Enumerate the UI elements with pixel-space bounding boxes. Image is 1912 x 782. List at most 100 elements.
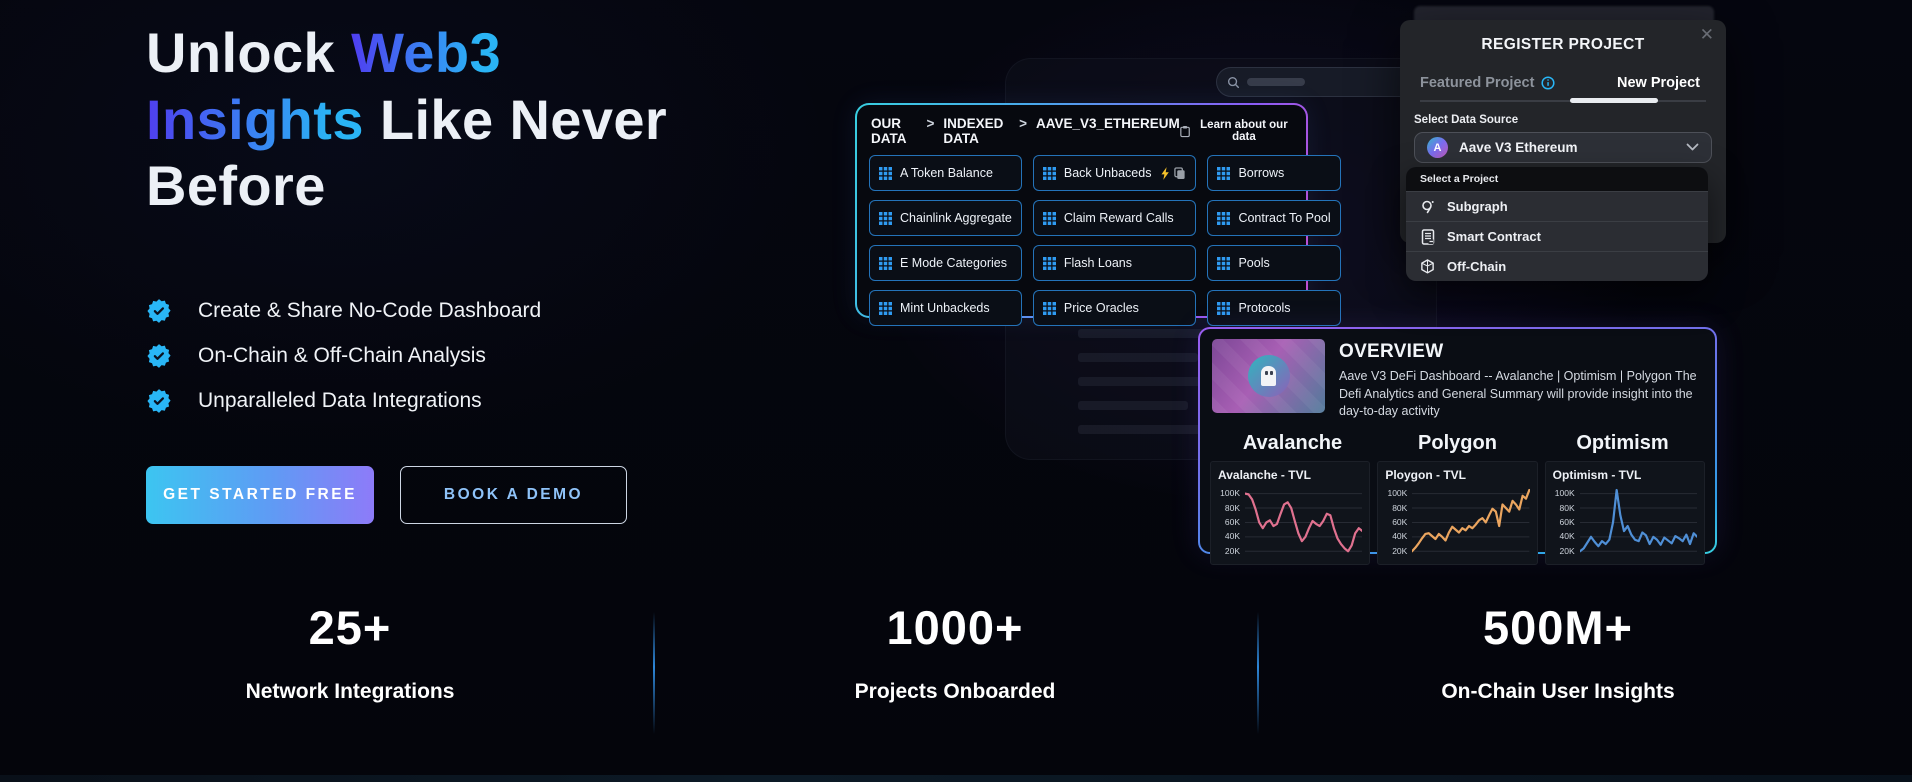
- blurred-table-rows: [1078, 329, 1228, 434]
- breadcrumb-indexed-data[interactable]: INDEXED DATA: [943, 116, 1004, 146]
- tile-label: Mint Unbackeds: [900, 301, 990, 315]
- dataset-tile-claim-reward-calls[interactable]: Claim Reward Calls: [1032, 200, 1197, 236]
- avalanche-tvl-chart: Avalanche - TVL 100K 80K 60K 40K 20K: [1210, 460, 1371, 565]
- page-title: Unlock Web3 Insights Like Never Before: [146, 20, 786, 220]
- grid-icon: [1217, 211, 1231, 225]
- aave-ghost-logo: [1247, 355, 1290, 397]
- tile-label: Chainlink Aggregate: [900, 211, 1012, 225]
- close-icon[interactable]: ✕: [1699, 25, 1714, 44]
- tile-label: Claim Reward Calls: [1063, 211, 1174, 225]
- tab-divider: [1420, 98, 1706, 103]
- dataset-tile-contract-to-pool[interactable]: Contract To Pool: [1207, 200, 1341, 236]
- option-subgraph[interactable]: Subgraph: [1406, 191, 1708, 221]
- grid-icon: [879, 166, 892, 180]
- aave-token-icon: A: [1427, 137, 1448, 158]
- dropdown-header: Select a Project: [1406, 167, 1708, 191]
- line-plot: [1412, 485, 1529, 557]
- graph-icon: [1419, 199, 1436, 215]
- search-input[interactable]: [1216, 67, 1430, 97]
- option-label: Smart Contract: [1447, 229, 1541, 244]
- tile-label: Borrows: [1238, 166, 1285, 180]
- tab-featured-project[interactable]: Featured Project: [1420, 75, 1555, 91]
- bottom-accent-strip: [0, 775, 1912, 782]
- line-plot: [1245, 485, 1362, 557]
- verified-check-icon: [147, 388, 171, 413]
- stat-value: 500M+: [1482, 601, 1634, 654]
- chain-headers: Avalanche Polygon Optimism: [1200, 425, 1715, 461]
- verified-check-icon: [147, 298, 171, 323]
- chart-title: Avalanche - TVL: [1218, 467, 1311, 482]
- feature-item: Create & Share No-Code Dashboard: [146, 288, 541, 333]
- tab-featured-label: Featured Project: [1420, 75, 1535, 91]
- data-source-value: Aave V3 Ethereum: [1459, 140, 1578, 155]
- overview-project-card[interactable]: OVERVIEW Aave V3 DeFi Dashboard -- Avala…: [1198, 327, 1717, 565]
- modal-tabs: Featured Project New Project: [1420, 75, 1700, 91]
- copy-icon: [1174, 166, 1186, 179]
- info-icon: [1541, 76, 1555, 90]
- dataset-tile-a-token-balance[interactable]: A Token Balance: [869, 155, 1022, 191]
- chevron-down-icon: [1686, 143, 1699, 152]
- search-icon: [1227, 76, 1240, 88]
- overview-description: Aave V3 DeFi Dashboard -- Avalanche | Op…: [1339, 369, 1697, 418]
- tile-label: Pools: [1238, 256, 1270, 270]
- dataset-tile-mint-unbackeds[interactable]: Mint Unbackeds: [869, 290, 1022, 326]
- feature-label: On-Chain & Off-Chain Analysis: [198, 343, 486, 367]
- stat-network-integrations: 25+ Network Integrations: [150, 600, 550, 704]
- stat-value: 1000+: [886, 601, 1024, 654]
- active-tab-indicator: [1570, 98, 1658, 103]
- learn-link-label: Learn about our data: [1200, 119, 1288, 143]
- chart-title: Optimism - TVL: [1552, 467, 1642, 482]
- option-smart-contract[interactable]: Smart Contract: [1406, 221, 1708, 251]
- title-text: Like Never: [363, 87, 668, 151]
- indexed-data-panel: OUR DATA > INDEXED DATA > AAVE_V3_ETHERE…: [855, 103, 1341, 326]
- dataset-tile-borrows[interactable]: Borrows: [1207, 155, 1341, 191]
- stat-value: 25+: [308, 601, 392, 654]
- line-plot: [1580, 485, 1697, 557]
- option-off-chain[interactable]: Off-Chain: [1406, 251, 1708, 281]
- y-axis-ticks: 100K 80K 60K 40K 20K: [1387, 488, 1408, 556]
- book-demo-button[interactable]: BOOK A DEMO: [400, 466, 627, 524]
- feature-label: Create & Share No-Code Dashboard: [198, 298, 542, 322]
- dataset-tile-e-mode-categories[interactable]: E Mode Categories: [869, 245, 1022, 281]
- breadcrumb-separator: >: [1019, 116, 1027, 131]
- learn-about-data-link[interactable]: Learn about our data: [1180, 119, 1292, 143]
- contract-document-icon: [1419, 228, 1436, 245]
- cta-row: GET STARTED FREE BOOK A DEMO: [146, 466, 627, 524]
- stat-label: Network Integrations: [245, 680, 455, 703]
- tile-label: Protocols: [1238, 301, 1291, 315]
- dataset-tile-price-oracles[interactable]: Price Oracles: [1032, 290, 1197, 326]
- title-text: Unlock: [146, 21, 352, 84]
- data-source-select[interactable]: A Aave V3 Ethereum: [1414, 132, 1712, 163]
- data-source-label: Select Data Source: [1414, 114, 1519, 126]
- dataset-tile-back-unbaceds[interactable]: Back Unbaceds: [1032, 155, 1197, 191]
- y-axis-ticks: 100K 80K 60K 40K 20K: [1554, 488, 1575, 556]
- grid-icon: [1042, 166, 1056, 180]
- overview-info: OVERVIEW Aave V3 DeFi Dashboard -- Avala…: [1339, 339, 1703, 421]
- tab-new-project[interactable]: New Project: [1617, 75, 1700, 91]
- tile-label: Contract To Pool: [1238, 211, 1331, 225]
- dataset-tile-pools[interactable]: Pools: [1207, 245, 1341, 281]
- dataset-tile-flash-loans[interactable]: Flash Loans: [1032, 245, 1197, 281]
- optimism-tvl-chart: Optimism - TVL 100K 80K 60K 40K 20K: [1544, 460, 1705, 565]
- option-label: Off-Chain: [1447, 259, 1507, 274]
- y-axis-ticks: 100K 80K 60K 40K 20K: [1220, 488, 1240, 556]
- grid-icon: [1042, 211, 1056, 225]
- chain-polygon: Polygon: [1418, 431, 1497, 454]
- tile-label: A Token Balance: [900, 166, 993, 180]
- grid-icon: [879, 256, 892, 270]
- clipboard-icon: [1180, 125, 1190, 137]
- overview-title: OVERVIEW: [1339, 341, 1444, 362]
- dataset-tile-chainlink-aggregate[interactable]: Chainlink Aggregate: [869, 200, 1022, 236]
- get-started-button[interactable]: GET STARTED FREE: [146, 466, 374, 524]
- grid-icon: [1217, 256, 1231, 270]
- feature-item: On-Chain & Off-Chain Analysis: [146, 333, 541, 378]
- breadcrumb-aave-v3-ethereum[interactable]: AAVE_V3_ETHEREUM: [1035, 116, 1180, 131]
- polygon-tvl-chart: Ploygon - TVL 100K 80K 60K 40K 20K: [1377, 460, 1538, 565]
- breadcrumb-our-data[interactable]: OUR DATA: [871, 116, 907, 146]
- chain-optimism: Optimism: [1576, 431, 1669, 454]
- dataset-grid: A Token Balance Back Unbaceds Borrows Ch…: [857, 153, 1341, 338]
- stat-label: Projects Onboarded: [854, 680, 1056, 703]
- dataset-tile-protocols[interactable]: Protocols: [1207, 290, 1341, 326]
- stat-divider: [653, 612, 655, 734]
